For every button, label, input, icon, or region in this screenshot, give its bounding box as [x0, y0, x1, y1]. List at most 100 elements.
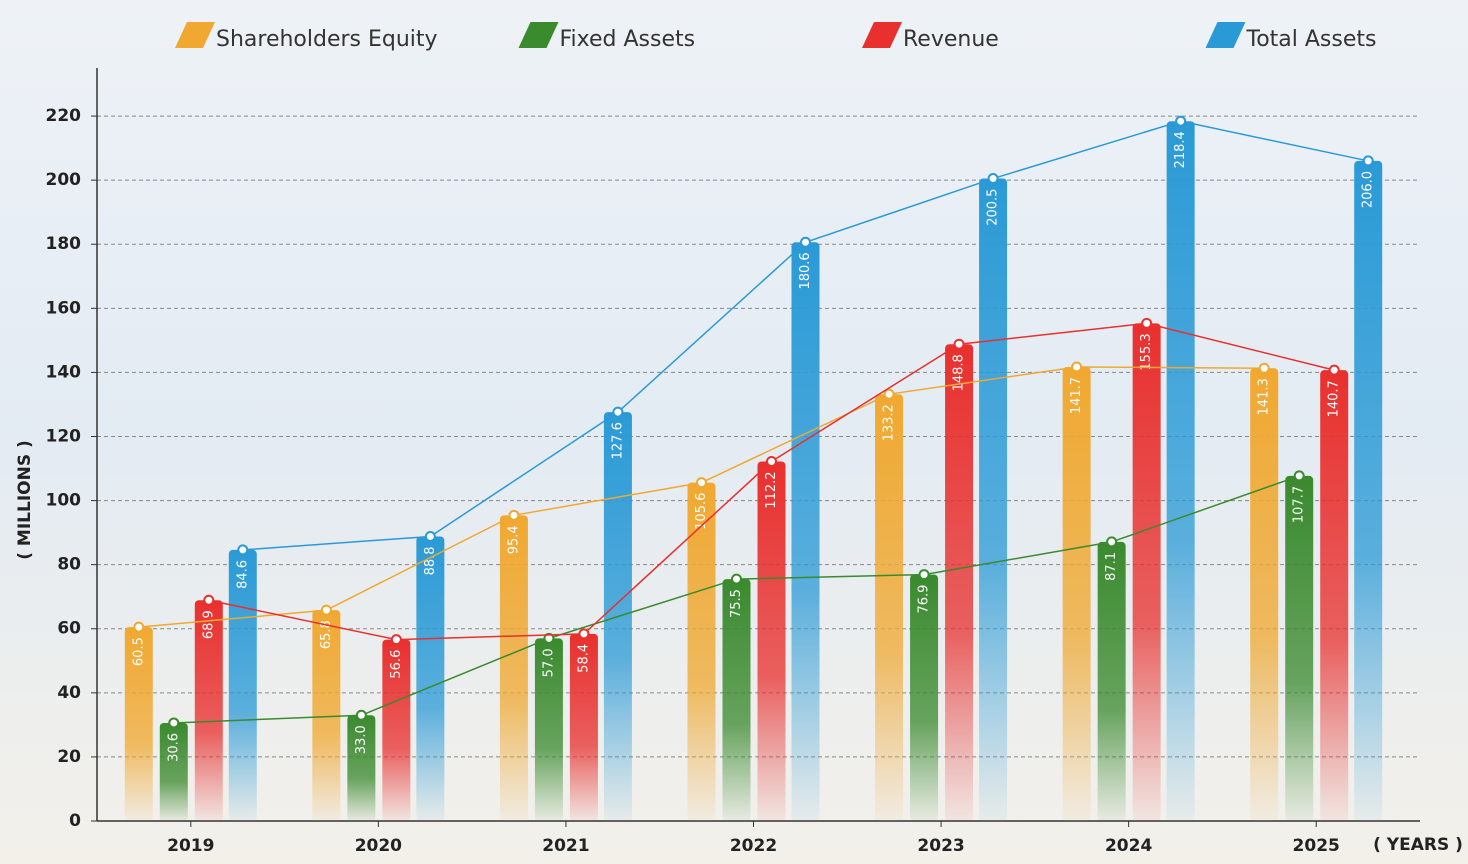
y-tick-label: 60 [57, 619, 81, 639]
y-axis-title: ( MILLIONS ) [15, 440, 35, 560]
bar [1098, 542, 1126, 821]
x-tick-label: 2019 [167, 836, 214, 856]
legend-swatch [1206, 22, 1246, 48]
x-tick-label: 2023 [917, 836, 964, 856]
value-label: 95.4 [506, 525, 521, 554]
value-label: 200.5 [986, 189, 1001, 226]
y-tick-label: 160 [46, 298, 82, 318]
value-label: 87.1 [1104, 552, 1119, 581]
value-label: 155.3 [1139, 333, 1154, 370]
value-label: 218.4 [1173, 131, 1188, 168]
value-label: 33.0 [354, 725, 369, 754]
legend-label: Total Assets [1246, 27, 1377, 52]
legend-label: Revenue [903, 27, 999, 52]
point-marker [169, 718, 178, 727]
value-label: 148.8 [952, 354, 967, 391]
bar [1285, 476, 1313, 821]
point-marker [392, 635, 401, 644]
value-label: 140.7 [1327, 380, 1342, 417]
bar [1250, 368, 1278, 821]
legend-swatch [862, 22, 902, 48]
value-label: 84.6 [235, 560, 250, 589]
point-marker [732, 575, 741, 584]
bar [229, 550, 257, 821]
point-marker [1142, 319, 1151, 328]
y-tick-label: 140 [46, 362, 82, 382]
bar [1167, 121, 1195, 821]
point-marker [134, 623, 143, 632]
point-marker [204, 596, 213, 605]
value-label: 58.4 [576, 644, 591, 673]
point-marker [1364, 156, 1373, 165]
point-marker [613, 408, 622, 417]
point-marker [579, 629, 588, 638]
value-label: 57.0 [541, 648, 556, 677]
bar [979, 179, 1007, 821]
legend-swatch [175, 22, 215, 48]
value-label: 112.2 [764, 471, 779, 508]
value-label: 30.6 [166, 733, 181, 762]
point-marker [1176, 117, 1185, 126]
x-tick-label: 2022 [730, 836, 777, 856]
point-marker [426, 532, 435, 541]
bar [875, 394, 903, 821]
point-marker [801, 238, 810, 247]
value-label: 107.7 [1292, 486, 1307, 523]
y-tick-label: 80 [57, 555, 81, 575]
value-label: 141.7 [1069, 377, 1084, 414]
point-marker [920, 570, 929, 579]
y-tick-label: 200 [46, 170, 82, 190]
bar [500, 515, 528, 821]
value-label: 75.5 [729, 589, 744, 618]
bar [1133, 323, 1161, 821]
bar [688, 483, 716, 821]
x-axis-title: ( YEARS ) [1373, 835, 1463, 855]
point-marker [1107, 537, 1116, 546]
point-marker [697, 478, 706, 487]
chart: ( MILLIONS ) ( YEARS ) 0 20 40 60 80 100 120 14… [0, 0, 1468, 864]
y-tick-label: 20 [57, 747, 81, 767]
legend-label: Shareholders Equity [216, 27, 438, 52]
y-tick-label: 0 [69, 811, 81, 831]
value-label: 60.5 [131, 637, 146, 666]
point-marker [1260, 364, 1269, 373]
point-marker [767, 457, 776, 466]
point-marker [989, 174, 998, 183]
bar [1320, 370, 1348, 821]
y-tick-label: 180 [46, 234, 82, 254]
point-marker [955, 340, 964, 349]
value-label: 127.6 [610, 422, 625, 459]
bar [1354, 161, 1382, 821]
x-tick-label: 2020 [355, 836, 402, 856]
value-label: 141.3 [1257, 378, 1272, 415]
bar [1063, 367, 1091, 821]
point-marker [322, 606, 331, 615]
legend-swatch [519, 22, 559, 48]
value-label: 56.6 [389, 650, 404, 679]
y-tick-label: 120 [46, 426, 82, 446]
y-tick-label: 100 [46, 491, 82, 511]
bar [758, 461, 786, 821]
y-tick-label: 220 [46, 106, 82, 126]
value-label: 68.9 [201, 610, 216, 639]
x-tick-label: 2021 [542, 836, 589, 856]
point-marker [357, 711, 366, 720]
value-label: 76.9 [917, 585, 932, 614]
point-marker [1330, 366, 1339, 375]
value-label: 180.6 [798, 252, 813, 289]
point-marker [1072, 362, 1081, 371]
value-label: 133.2 [882, 404, 897, 441]
y-tick-label: 40 [57, 683, 81, 703]
x-tick-label: 2025 [1293, 836, 1340, 856]
value-label: 206.0 [1361, 171, 1376, 208]
bar [792, 242, 820, 821]
x-tick-label: 2024 [1105, 836, 1152, 856]
point-marker [509, 511, 518, 520]
bar [945, 344, 973, 821]
legend-label: Fixed Assets [560, 27, 696, 52]
point-marker [1295, 471, 1304, 480]
point-marker [238, 545, 247, 554]
point-marker [885, 390, 894, 399]
value-label: 105.6 [694, 493, 709, 530]
bar [416, 536, 444, 821]
